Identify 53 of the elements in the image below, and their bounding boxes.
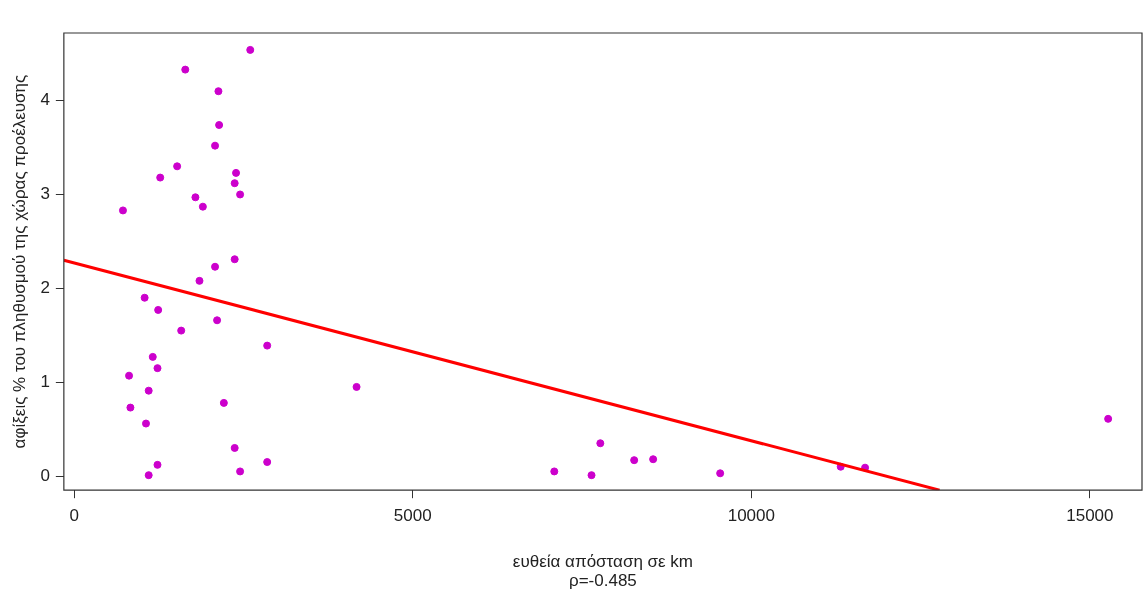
point (587, 471, 596, 480)
y-tick-label: 4 (40, 90, 50, 110)
point (263, 458, 272, 467)
point (219, 398, 228, 407)
y-tick-label: 3 (40, 184, 50, 204)
point (156, 173, 165, 182)
point (236, 190, 245, 199)
point (630, 456, 639, 465)
point (649, 455, 658, 464)
point (173, 162, 182, 171)
point (144, 386, 153, 395)
point (153, 460, 162, 469)
point (195, 276, 204, 285)
point (140, 293, 149, 302)
point (214, 87, 223, 96)
x-axis-title: ευθεία απόσταση σε km (512, 552, 694, 572)
point (198, 202, 207, 211)
point (230, 179, 239, 188)
y-axis-title: αφίξεις % του πληθυσμού της χώρας προέλευσης (9, 74, 29, 449)
x-tick-label: 10000 (727, 506, 775, 526)
point (352, 382, 361, 391)
point (213, 316, 222, 325)
point (1104, 414, 1113, 423)
point (232, 168, 241, 177)
point (141, 419, 150, 428)
point (126, 403, 135, 412)
point (550, 467, 559, 476)
point (125, 371, 134, 380)
point (177, 326, 186, 335)
point (154, 305, 163, 314)
point (191, 193, 200, 202)
point (144, 471, 153, 480)
y-tick-label: 0 (40, 465, 50, 485)
x-tick-label: 15000 (1066, 506, 1114, 526)
point (246, 45, 255, 54)
point (181, 65, 190, 74)
point (716, 469, 725, 478)
point (230, 443, 239, 452)
x-tick-label: 0 (69, 506, 79, 526)
point (148, 352, 157, 361)
point (153, 364, 162, 373)
point (230, 255, 239, 264)
y-tick-label: 2 (40, 278, 50, 298)
point (263, 341, 272, 350)
point (118, 206, 127, 215)
point (236, 467, 245, 476)
point (215, 121, 224, 129)
point (596, 439, 605, 448)
point (211, 262, 220, 271)
text: ρ=-0.485 (569, 571, 637, 590)
point (211, 141, 220, 150)
y-tick-label: 1 (40, 371, 50, 391)
x-tick-label: 5000 (393, 506, 432, 526)
